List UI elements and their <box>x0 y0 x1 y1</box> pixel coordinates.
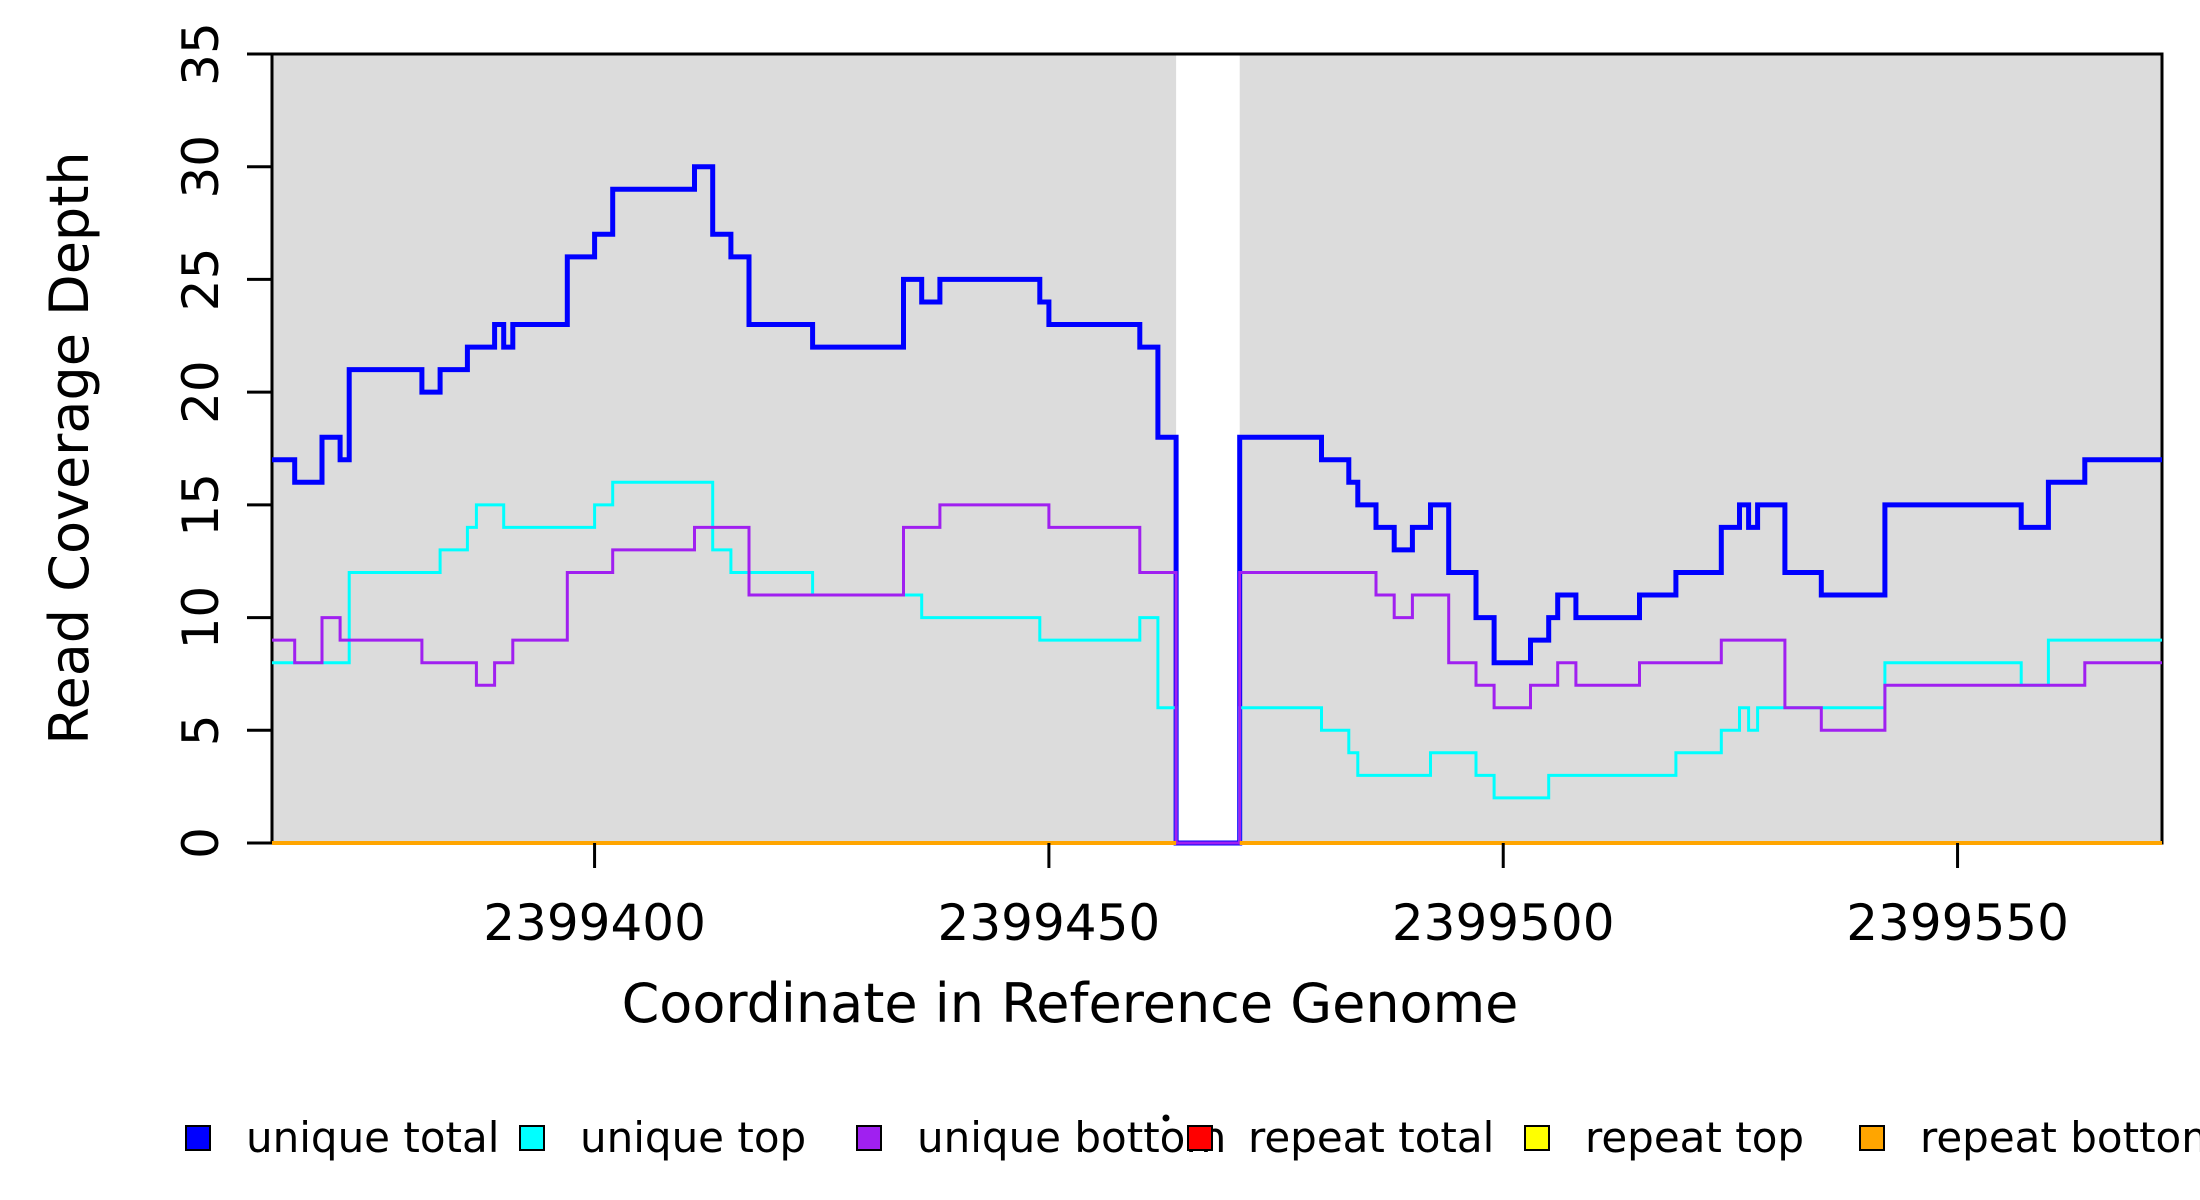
y-tick-label: 35 <box>172 22 230 86</box>
legend-label: unique total <box>246 1113 499 1162</box>
x-tick-label: 2399450 <box>938 894 1161 952</box>
legend-swatch-repeat-top <box>1524 1125 1550 1151</box>
x-tick-label: 2399400 <box>483 894 706 952</box>
x-axis-title: Coordinate in Reference Genome <box>622 972 1519 1035</box>
legend-item-unique-top: unique top <box>519 1113 806 1162</box>
series-layer <box>272 164 2162 846</box>
y-tick-label: 5 <box>172 714 230 746</box>
y-axis-title: Read Coverage Depth <box>38 151 101 744</box>
legend-stray-dot <box>1162 1114 1170 1122</box>
x-tick-label: 2399550 <box>1846 894 2069 952</box>
legend-item-repeat-top: repeat top <box>1524 1113 1804 1162</box>
legend-swatch-unique-total <box>185 1125 211 1151</box>
y-tick-label: 10 <box>172 586 230 650</box>
y-tick-label: 0 <box>172 827 230 859</box>
legend-swatch-unique-top <box>519 1125 545 1151</box>
legend-item-unique-total: unique total <box>185 1113 499 1162</box>
legend-item-unique-bottom: unique bottom <box>856 1113 1226 1162</box>
legend: unique total unique top unique bottom repea… <box>185 1113 2200 1162</box>
legend-swatch-repeat-bottom <box>1859 1125 1885 1151</box>
x-tick-label: 2399500 <box>1392 894 1615 952</box>
y-tick-label: 25 <box>172 248 230 312</box>
series-unique-bottom <box>272 503 2162 845</box>
no-data-gap-band <box>1176 52 1240 845</box>
legend-label: unique top <box>580 1113 806 1162</box>
legend-swatch-unique-bottom <box>856 1125 882 1151</box>
y-tick-label: 30 <box>172 135 230 199</box>
legend-swatch-repeat-total <box>1187 1125 1213 1151</box>
y-tick-label: 15 <box>172 473 230 537</box>
legend-label: repeat bottom <box>1920 1113 2200 1162</box>
legend-label: unique bottom <box>917 1113 1226 1162</box>
y-tick-label: 20 <box>172 360 230 424</box>
legend-label: repeat top <box>1585 1113 1804 1162</box>
legend-label: repeat total <box>1248 1113 1494 1162</box>
legend-item-repeat-total: repeat total <box>1187 1113 1494 1162</box>
legend-item-repeat-bottom: repeat bottom <box>1859 1113 2200 1162</box>
axis-layer: 0 5 10 15 20 25 30 35 2399400 2399450 2399500 23995… <box>172 22 2069 952</box>
